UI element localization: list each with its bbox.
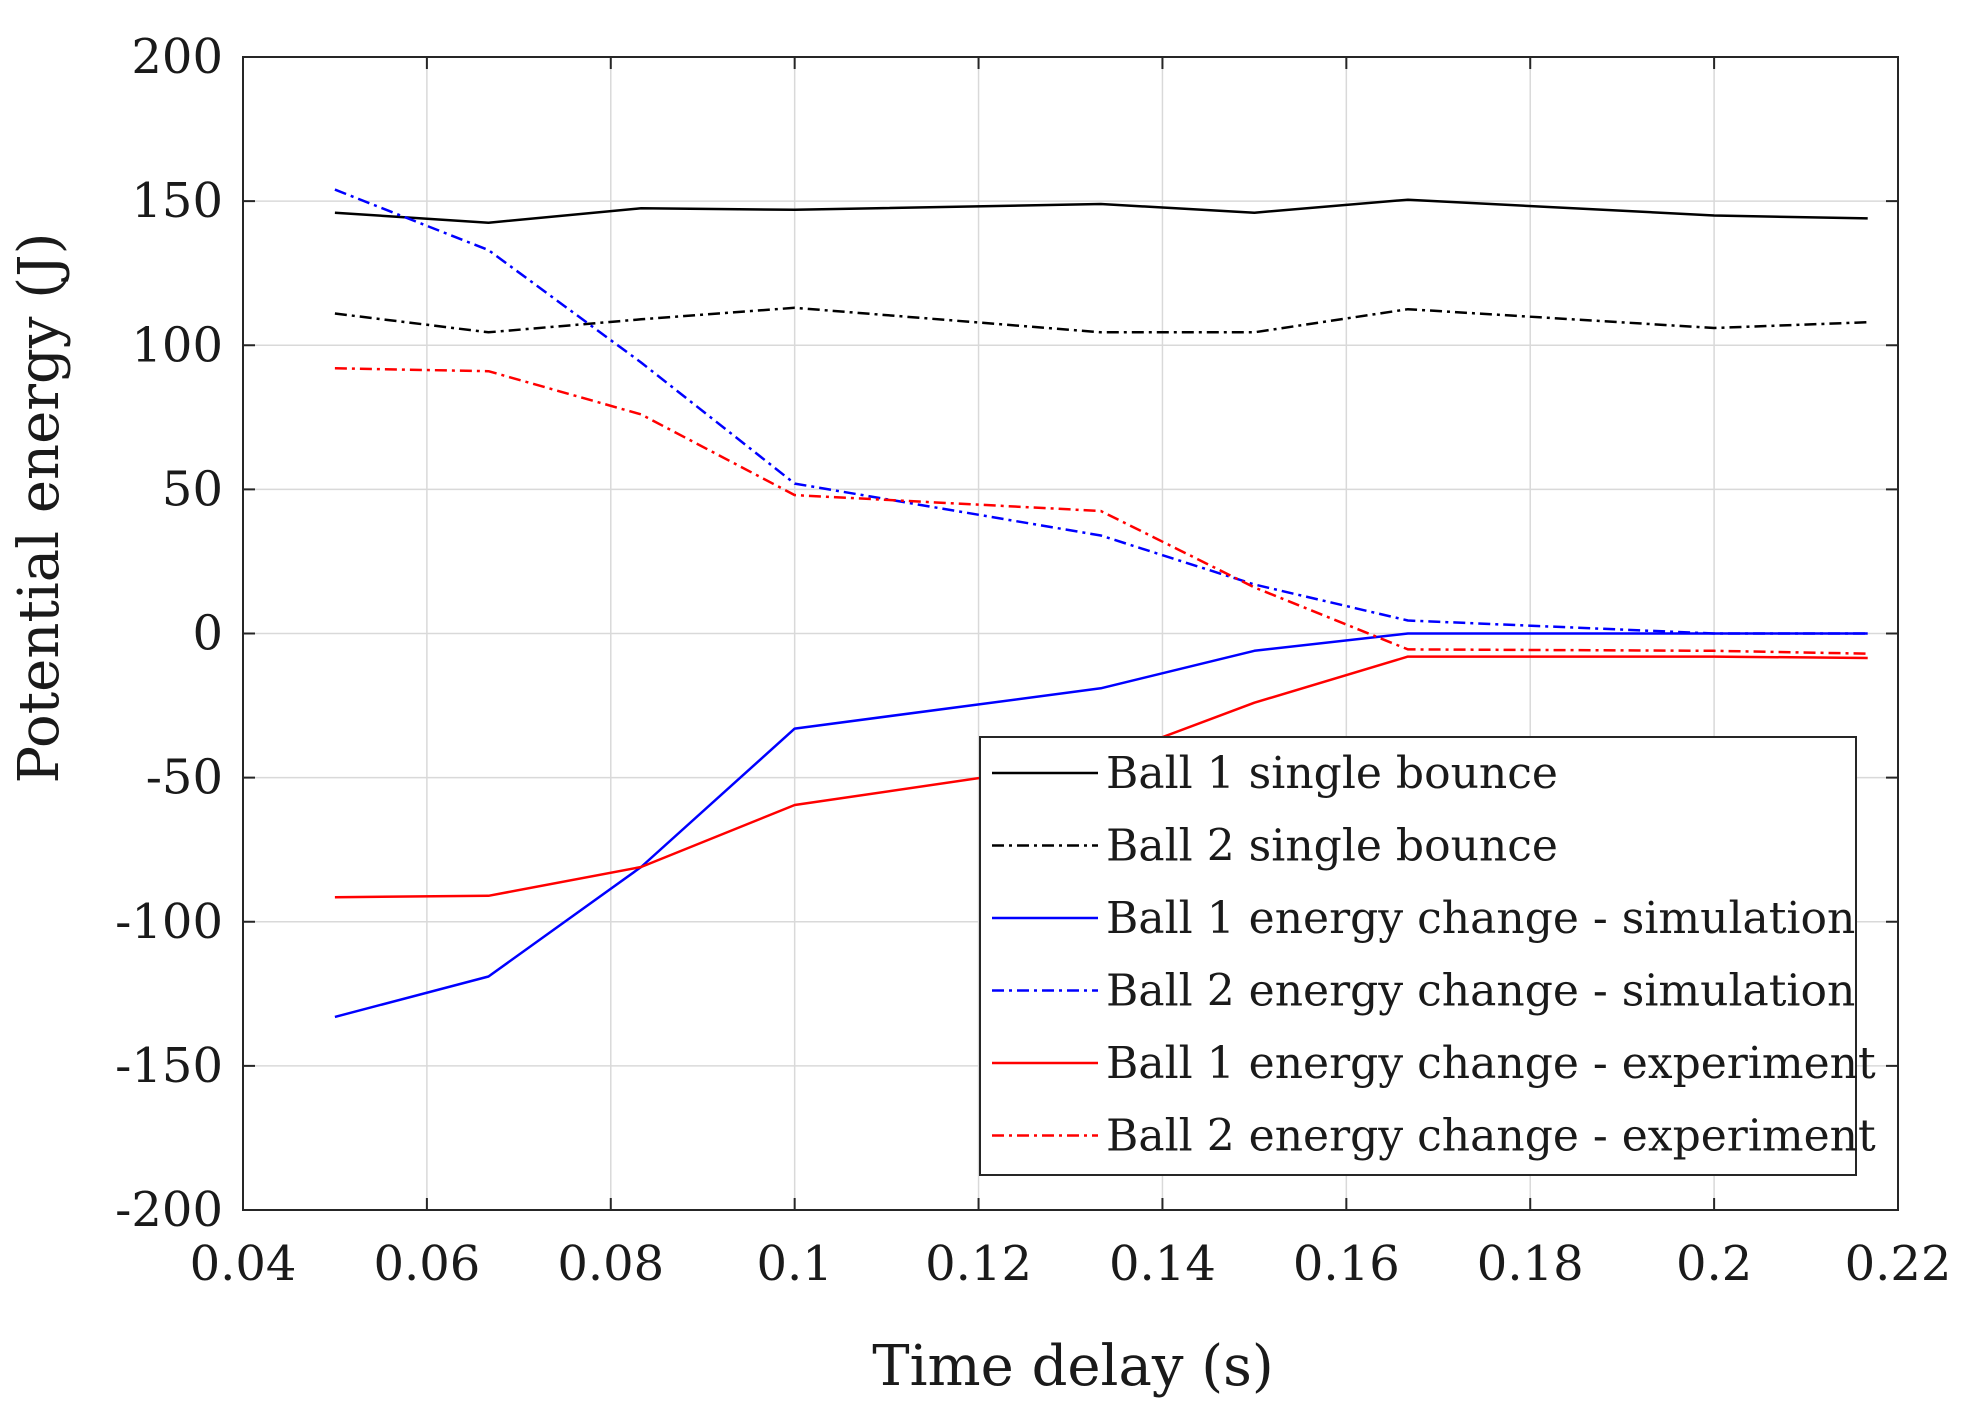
y-tick-label: 200 [131, 29, 223, 85]
legend-label: Ball 2 energy change - experiment [1106, 1111, 1876, 1162]
series-line-2 [334, 306, 1868, 334]
y-tick-label: 0 [192, 606, 223, 662]
x-tick-label: 0.14 [1109, 1236, 1216, 1292]
legend-label: Ball 1 single bounce [1106, 748, 1558, 799]
series-line-1 [334, 198, 1868, 224]
legend-label: Ball 2 single bounce [1106, 821, 1558, 872]
x-tick-label: 0.1 [756, 1236, 832, 1292]
x-tick-label: 0.06 [373, 1236, 480, 1292]
x-tick-label: 0.16 [1293, 1236, 1400, 1292]
y-axis-label: Potential energy (J) [7, 233, 72, 784]
y-tick-label: 150 [131, 173, 223, 229]
legend: Ball 1 single bounce Ball 2 single bounce… [979, 736, 1876, 1176]
x-tick-label: 0.12 [925, 1236, 1032, 1292]
x-axis-label: Time delay (s) [872, 1334, 1273, 1399]
x-tick-label: 0.08 [557, 1236, 664, 1292]
series-line-6 [334, 367, 1868, 655]
axis-ticks: 0.04 0.06 0.08 0.1 0.12 0.14 0.16 0.18 0.2 0.22 20… [115, 29, 1951, 1292]
series-line-3 [334, 632, 1868, 1019]
legend-label: Ball 1 energy change - experiment [1106, 1038, 1876, 1089]
y-tick-label: -200 [115, 1182, 223, 1238]
x-tick-label: 0.18 [1477, 1236, 1584, 1292]
legend-label: Ball 1 energy change - simulation [1106, 893, 1855, 944]
y-tick-label: -50 [146, 750, 223, 806]
legend-label: Ball 2 energy change - simulation [1106, 966, 1855, 1017]
y-tick-label: 100 [131, 317, 223, 373]
series-line-4 [334, 188, 1868, 635]
y-tick-label: -100 [115, 894, 223, 950]
x-tick-label: 0.04 [190, 1236, 297, 1292]
x-tick-label: 0.22 [1845, 1236, 1952, 1292]
legend-box [979, 736, 1857, 1176]
y-tick-label: 50 [162, 461, 223, 517]
x-tick-label: 0.2 [1676, 1236, 1752, 1292]
y-tick-label: -150 [115, 1038, 223, 1094]
